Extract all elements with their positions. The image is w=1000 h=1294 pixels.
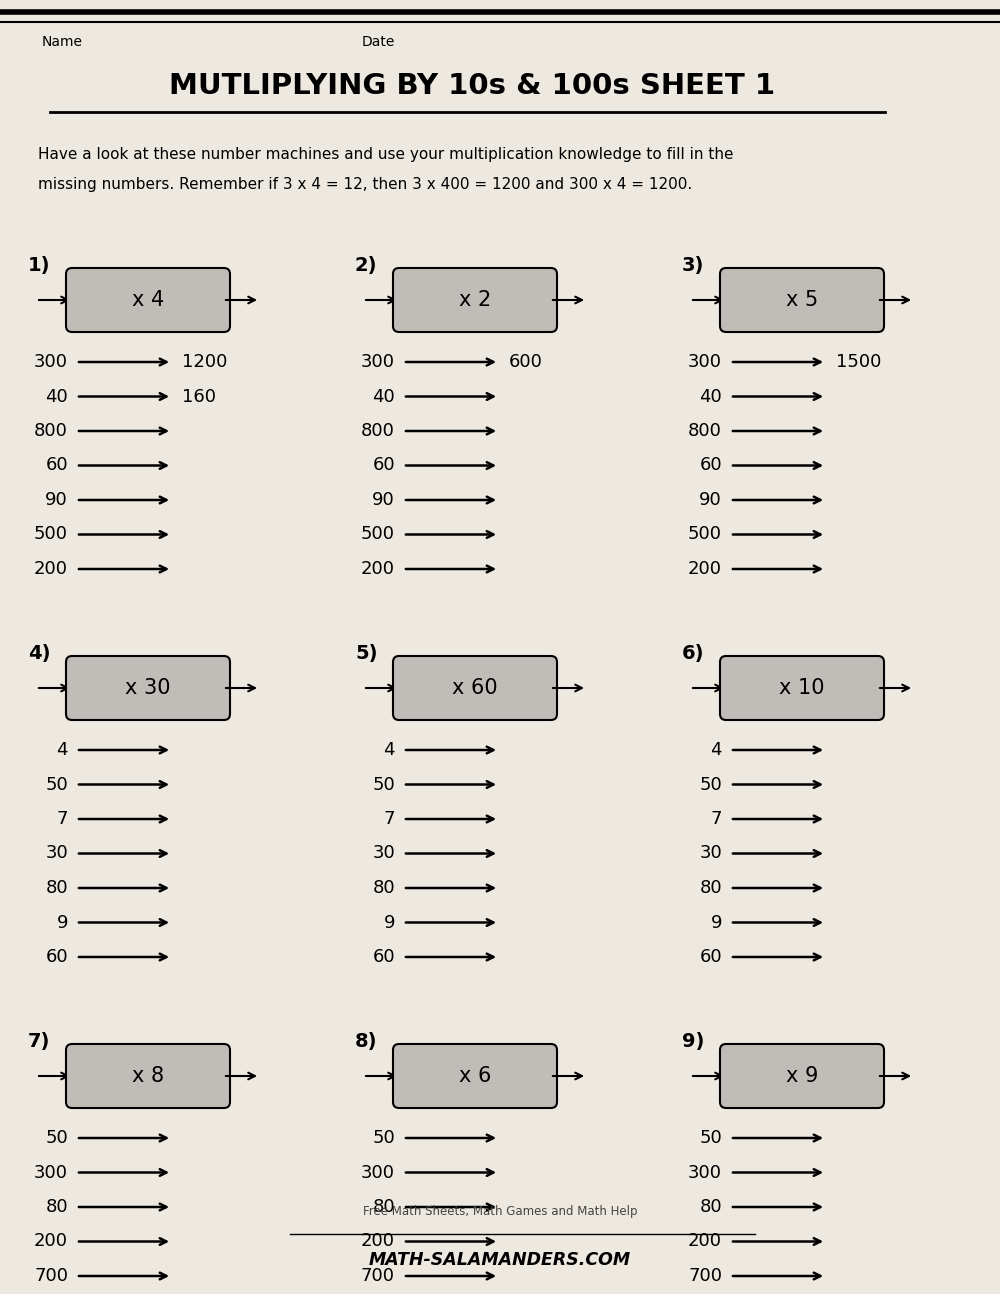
- Text: 60: 60: [372, 457, 395, 475]
- Text: 300: 300: [34, 1163, 68, 1181]
- Text: 80: 80: [699, 1198, 722, 1216]
- Text: 60: 60: [45, 457, 68, 475]
- Text: Have a look at these number machines and use your multiplication knowledge to fi: Have a look at these number machines and…: [38, 146, 734, 162]
- Text: 9: 9: [56, 914, 68, 932]
- Text: 300: 300: [361, 1163, 395, 1181]
- FancyBboxPatch shape: [393, 1044, 557, 1108]
- Text: 160: 160: [182, 387, 216, 405]
- Text: 300: 300: [688, 353, 722, 371]
- Text: x 5: x 5: [786, 290, 818, 311]
- Text: 90: 90: [45, 490, 68, 509]
- Text: 7: 7: [711, 810, 722, 828]
- Text: 200: 200: [34, 560, 68, 578]
- Text: 7): 7): [28, 1033, 50, 1051]
- Text: x 9: x 9: [786, 1066, 818, 1086]
- Text: 60: 60: [699, 457, 722, 475]
- Text: 60: 60: [45, 949, 68, 967]
- Text: MUTLIPLYING BY 10s & 100s SHEET 1: MUTLIPLYING BY 10s & 100s SHEET 1: [169, 72, 775, 100]
- Text: 30: 30: [372, 845, 395, 863]
- Text: 40: 40: [372, 387, 395, 405]
- FancyBboxPatch shape: [393, 656, 557, 719]
- Text: x 4: x 4: [132, 290, 164, 311]
- Text: 7: 7: [56, 810, 68, 828]
- Text: x 10: x 10: [779, 678, 825, 697]
- Text: 80: 80: [372, 879, 395, 897]
- Text: 8): 8): [355, 1033, 378, 1051]
- Text: 500: 500: [361, 525, 395, 543]
- Text: 40: 40: [45, 387, 68, 405]
- Text: 500: 500: [688, 525, 722, 543]
- Text: 30: 30: [699, 845, 722, 863]
- Text: Date: Date: [362, 35, 395, 49]
- FancyBboxPatch shape: [720, 268, 884, 333]
- FancyBboxPatch shape: [66, 1044, 230, 1108]
- Text: x 8: x 8: [132, 1066, 164, 1086]
- Text: 40: 40: [699, 387, 722, 405]
- Text: 90: 90: [699, 490, 722, 509]
- Text: MATH-SALAMANDERS.COM: MATH-SALAMANDERS.COM: [369, 1251, 631, 1269]
- Text: 800: 800: [688, 422, 722, 440]
- FancyBboxPatch shape: [393, 268, 557, 333]
- Text: 50: 50: [45, 775, 68, 793]
- Text: 3): 3): [682, 256, 704, 276]
- FancyBboxPatch shape: [720, 656, 884, 719]
- Text: x 6: x 6: [459, 1066, 491, 1086]
- Text: 80: 80: [45, 1198, 68, 1216]
- Text: 300: 300: [688, 1163, 722, 1181]
- Text: 300: 300: [34, 353, 68, 371]
- Text: 700: 700: [688, 1267, 722, 1285]
- Text: 50: 50: [372, 775, 395, 793]
- Text: 6): 6): [682, 644, 704, 663]
- FancyBboxPatch shape: [66, 656, 230, 719]
- Text: 30: 30: [45, 845, 68, 863]
- Text: 50: 50: [699, 775, 722, 793]
- Text: 9): 9): [682, 1033, 704, 1051]
- Text: 700: 700: [361, 1267, 395, 1285]
- Text: 50: 50: [699, 1128, 722, 1146]
- Text: Name: Name: [42, 35, 83, 49]
- Text: x 30: x 30: [125, 678, 171, 697]
- Text: x 2: x 2: [459, 290, 491, 311]
- Text: 300: 300: [361, 353, 395, 371]
- Text: 1200: 1200: [182, 353, 227, 371]
- Text: 1500: 1500: [836, 353, 881, 371]
- Text: 80: 80: [45, 879, 68, 897]
- Text: 4): 4): [28, 644, 50, 663]
- Text: 200: 200: [361, 560, 395, 578]
- Text: Free Math Sheets, Math Games and Math Help: Free Math Sheets, Math Games and Math He…: [363, 1206, 637, 1219]
- Text: 600: 600: [509, 353, 543, 371]
- Text: 9: 9: [711, 914, 722, 932]
- Text: 60: 60: [699, 949, 722, 967]
- Text: 4: 4: [56, 741, 68, 760]
- Text: 4: 4: [384, 741, 395, 760]
- Text: 9: 9: [384, 914, 395, 932]
- Text: 5): 5): [355, 644, 378, 663]
- Text: 60: 60: [372, 949, 395, 967]
- Text: 200: 200: [688, 560, 722, 578]
- Text: 50: 50: [372, 1128, 395, 1146]
- FancyBboxPatch shape: [66, 268, 230, 333]
- FancyBboxPatch shape: [720, 1044, 884, 1108]
- Text: 800: 800: [361, 422, 395, 440]
- Text: 80: 80: [372, 1198, 395, 1216]
- Text: 90: 90: [372, 490, 395, 509]
- Text: x 60: x 60: [452, 678, 498, 697]
- Text: missing numbers. Remember if 3 x 4 = 12, then 3 x 400 = 1200 and 300 x 4 = 1200.: missing numbers. Remember if 3 x 4 = 12,…: [38, 176, 692, 192]
- Text: 2): 2): [355, 256, 378, 276]
- Text: 80: 80: [699, 879, 722, 897]
- Text: 700: 700: [34, 1267, 68, 1285]
- Text: 7: 7: [384, 810, 395, 828]
- Text: 200: 200: [688, 1232, 722, 1250]
- Text: 50: 50: [45, 1128, 68, 1146]
- Text: 200: 200: [361, 1232, 395, 1250]
- Text: 1): 1): [28, 256, 50, 276]
- Text: 800: 800: [34, 422, 68, 440]
- Text: 500: 500: [34, 525, 68, 543]
- Text: 4: 4: [711, 741, 722, 760]
- Text: 200: 200: [34, 1232, 68, 1250]
